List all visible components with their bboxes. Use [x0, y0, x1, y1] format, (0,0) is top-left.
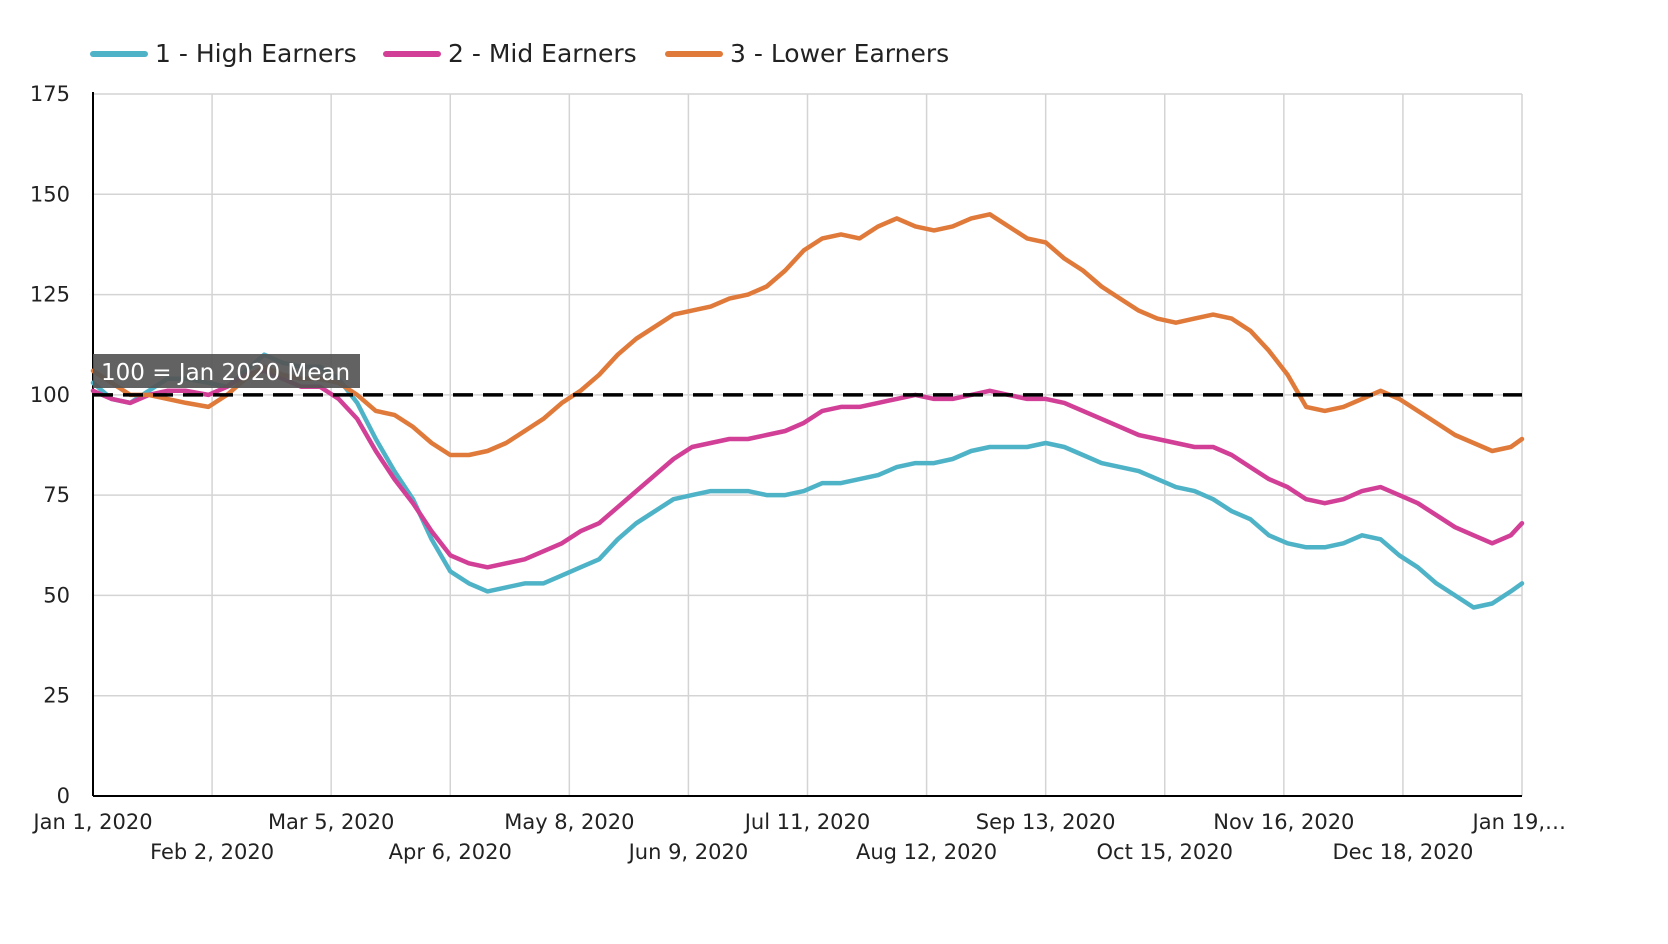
x-axis-ticks: Jan 1, 2020 Feb 2, 2020 Mar 5, 2020 Apr 6, …	[31, 810, 1566, 864]
x-tick-label: Mar 5, 2020	[268, 810, 394, 834]
reference-label: 100 = Jan 2020 Mean	[101, 360, 350, 386]
y-tick-label: 25	[43, 684, 70, 708]
legend-label: 1 - High Earners	[155, 39, 357, 68]
grid-lines	[93, 93, 1523, 796]
x-tick-label: Oct 15, 2020	[1097, 840, 1234, 864]
legend-item-3[interactable]: 3 - Lower Earners	[665, 39, 949, 68]
x-tick-label: Aug 12, 2020	[856, 840, 997, 864]
x-tick-label: Jul 11, 2020	[743, 810, 871, 834]
legend-item-1[interactable]: 1 - High Earners	[90, 39, 357, 68]
axes	[92, 92, 1522, 797]
x-tick-label: Feb 2, 2020	[150, 840, 274, 864]
reference-label-box	[93, 354, 360, 388]
series-line-2	[90, 368, 1525, 570]
legend-item-2[interactable]: 2 - Mid Earners	[383, 39, 637, 68]
y-tick-label: 125	[30, 283, 70, 307]
y-tick-label: 150	[30, 182, 70, 206]
y-axis-ticks: 0 25 50 75 100 125 150 175	[30, 82, 70, 808]
x-tick-label: Jan 19,…	[1471, 810, 1566, 834]
x-tick-label: Apr 6, 2020	[389, 840, 512, 864]
y-tick-label: 175	[30, 82, 70, 106]
y-tick-label: 50	[43, 583, 70, 607]
y-tick-label: 75	[43, 483, 70, 507]
legend-label: 3 - Lower Earners	[730, 39, 949, 68]
legend-label: 2 - Mid Earners	[448, 39, 637, 68]
legend[interactable]: 1 - High Earners 2 - Mid Earners 3 - Lower…	[90, 39, 949, 68]
x-tick-label: Dec 18, 2020	[1333, 840, 1474, 864]
x-tick-label: May 8, 2020	[504, 810, 634, 834]
reference-line-group: 100 = Jan 2020 Mean	[93, 354, 1522, 397]
x-tick-label: Jun 9, 2020	[627, 840, 749, 864]
x-tick-label: Nov 16, 2020	[1213, 810, 1354, 834]
y-tick-label: 0	[57, 784, 70, 808]
x-tick-label: Sep 13, 2020	[976, 810, 1116, 834]
y-tick-label: 100	[30, 383, 70, 407]
x-tick-label: Jan 1, 2020	[31, 810, 152, 834]
